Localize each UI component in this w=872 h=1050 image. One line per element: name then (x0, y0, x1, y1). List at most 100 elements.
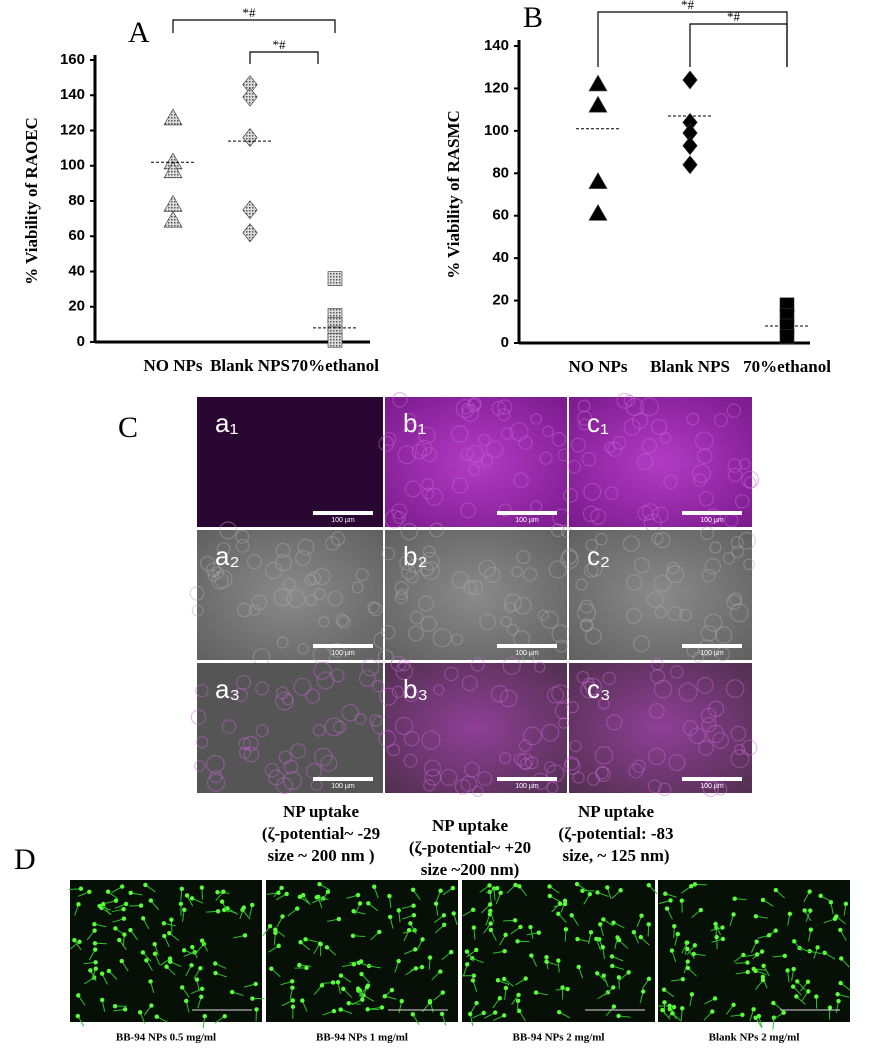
cell (587, 892, 593, 897)
cell (119, 958, 124, 964)
cell (140, 916, 146, 921)
cell (99, 997, 105, 1003)
scale-bar (497, 511, 557, 515)
cell (421, 478, 435, 491)
cell (839, 956, 844, 961)
cell (518, 924, 523, 930)
cell (607, 441, 623, 457)
cell (790, 984, 796, 989)
cell (689, 992, 695, 997)
cell (760, 897, 766, 903)
cell (565, 986, 570, 992)
cell (661, 987, 667, 992)
cell (387, 893, 392, 899)
significance-bracket (597, 11, 788, 67)
cell (411, 913, 417, 918)
cell (382, 432, 397, 447)
cell (222, 1014, 227, 1019)
cell (317, 941, 323, 946)
cell (206, 754, 225, 774)
data-point (327, 332, 343, 348)
image-label: b₃ (403, 674, 428, 704)
cell (422, 545, 436, 558)
cell (712, 731, 730, 749)
cell (474, 947, 479, 953)
cell (137, 1010, 143, 1015)
cell (544, 959, 549, 964)
cell (415, 439, 433, 457)
cell (293, 677, 312, 696)
cell (250, 996, 255, 1001)
cell (304, 965, 309, 971)
cell (497, 399, 513, 415)
cell (500, 427, 514, 440)
cell (692, 464, 711, 483)
cell (425, 487, 444, 506)
y-tick-label: 20 (68, 298, 85, 315)
cell (381, 546, 396, 561)
cell (727, 458, 743, 473)
cell (467, 579, 484, 596)
cell (406, 927, 412, 933)
cell (583, 482, 602, 501)
cell (672, 923, 677, 929)
cell (497, 408, 511, 422)
cell (516, 992, 521, 998)
cell (731, 545, 744, 559)
data-point (588, 74, 608, 92)
cell (276, 636, 289, 649)
cell (235, 674, 251, 690)
cell (423, 779, 436, 792)
cell (93, 960, 98, 965)
cell (290, 998, 296, 1003)
cell (255, 681, 270, 696)
cell (583, 563, 599, 578)
micrograph (569, 397, 752, 527)
cell (246, 553, 263, 570)
cell (471, 925, 477, 930)
image-label: b₁ (403, 408, 426, 438)
cell (805, 979, 811, 985)
cell (128, 890, 133, 896)
cell (595, 532, 608, 546)
data-point (242, 128, 258, 148)
cell (251, 594, 268, 611)
cell (105, 889, 111, 894)
cell (720, 925, 725, 930)
cell (441, 913, 447, 918)
cell (413, 966, 419, 971)
cell (368, 602, 383, 617)
cell (504, 593, 522, 612)
cell (576, 670, 590, 684)
cell (99, 971, 105, 976)
cell (238, 737, 251, 750)
cell (365, 1007, 370, 1012)
cell (213, 970, 218, 976)
cell (341, 703, 359, 722)
cell (575, 578, 588, 591)
cell (579, 599, 594, 614)
cell (646, 922, 651, 927)
cell (522, 726, 542, 746)
data-point (163, 194, 183, 212)
cell (668, 754, 686, 772)
cell (525, 756, 539, 770)
cell (144, 958, 149, 963)
cell (297, 643, 309, 655)
cell (754, 939, 759, 944)
uptake-header: NP uptake (578, 802, 654, 821)
cell (449, 949, 454, 955)
cell (184, 893, 190, 898)
cell (705, 508, 721, 524)
cell (586, 560, 603, 577)
y-tick-label: 20 (492, 292, 509, 309)
cell (731, 912, 736, 917)
cell (576, 964, 581, 970)
cell (709, 541, 722, 554)
cell (773, 887, 779, 893)
cell (551, 431, 567, 447)
cell (488, 927, 494, 933)
cell (584, 677, 602, 696)
cell (468, 397, 482, 411)
cell (659, 432, 672, 444)
